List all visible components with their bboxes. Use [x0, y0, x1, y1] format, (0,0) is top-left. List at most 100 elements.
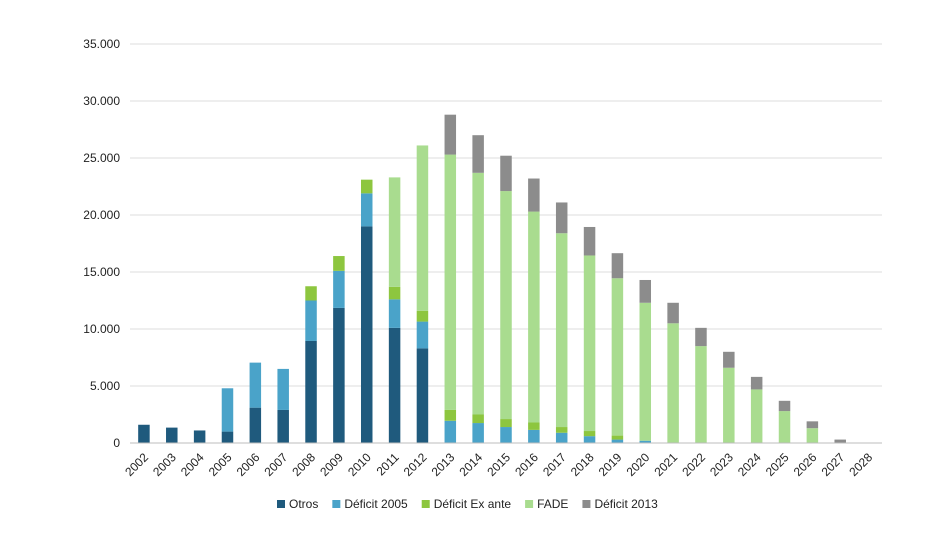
bar-segment — [444, 114, 457, 155]
x-tick-label: 2004 — [178, 450, 207, 479]
x-tick-label: 2003 — [150, 450, 179, 479]
bar-segment — [806, 421, 819, 429]
bar-segment — [750, 376, 763, 390]
x-tick-label: 2022 — [679, 450, 708, 479]
bar-segment — [388, 327, 401, 443]
x-tick-label: 2014 — [456, 450, 485, 479]
x-tick-label: 2007 — [262, 450, 291, 479]
bar-segment — [723, 351, 735, 368]
bar-segment — [723, 367, 735, 443]
legend-item: Déficit 2005 — [332, 497, 408, 511]
bar-segment — [138, 424, 150, 443]
bar-segment — [500, 155, 512, 192]
x-tick-label: 2023 — [707, 450, 736, 479]
x-tick-label: 2024 — [735, 450, 764, 479]
x-tick-label: 2005 — [206, 450, 235, 479]
legend-item: Déficit 2013 — [582, 497, 658, 511]
legend-item: Déficit Ex ante — [421, 497, 512, 511]
x-tick-label: 2018 — [568, 450, 597, 479]
bar-segment — [388, 177, 401, 287]
bar-segment — [277, 368, 289, 410]
bar-segment — [444, 420, 457, 443]
x-tick-label: 2013 — [429, 450, 458, 479]
bar-segment — [221, 431, 234, 443]
bar-segment — [444, 409, 457, 421]
bar-segment — [416, 310, 429, 322]
y-tick-label: 10.000 — [83, 322, 120, 336]
bar-segment — [416, 321, 429, 349]
x-tick-label: 2002 — [122, 450, 151, 479]
bars — [138, 114, 846, 443]
legend-swatch — [421, 500, 430, 508]
bar-segment — [500, 191, 512, 420]
bar-segment — [639, 279, 652, 303]
bar-segment — [667, 302, 679, 324]
bar-segment — [834, 439, 846, 443]
x-tick-label: 2028 — [846, 450, 875, 479]
y-axis-ticks: 0 5.000 10.000 15.000 20.000 25.000 30.000 35.0… — [83, 37, 120, 450]
y-tick-label: 20.000 — [83, 208, 120, 222]
x-tick-label: 2019 — [596, 450, 625, 479]
y-tick-label: 25.000 — [83, 151, 120, 165]
bar-segment — [667, 323, 679, 443]
bar-segment — [333, 256, 345, 271]
x-tick-label: 2006 — [234, 450, 263, 479]
bar-segment — [444, 154, 457, 410]
x-tick-label: 2012 — [401, 450, 430, 479]
bar-segment — [611, 278, 624, 436]
bar-segment — [806, 428, 819, 443]
legend-label: FADE — [537, 497, 568, 511]
bar-segment — [249, 362, 262, 408]
legend-label: Otros — [289, 497, 318, 511]
bar-segment — [778, 400, 791, 412]
bar-segment — [388, 286, 401, 300]
bar-segment — [472, 172, 484, 415]
legend: Otros Déficit 2005 Déficit Ex ante FADE Défi… — [277, 497, 658, 511]
bar-segment — [611, 253, 624, 279]
y-tick-label: 30.000 — [83, 94, 120, 108]
bar-segment — [639, 440, 652, 443]
legend-label: Déficit 2005 — [344, 497, 408, 511]
bar-segment — [555, 432, 568, 443]
bar-segment — [305, 286, 317, 301]
bar-segment — [528, 178, 540, 212]
bar-segment — [639, 302, 652, 441]
x-tick-label: 2020 — [624, 450, 653, 479]
bar-segment — [333, 270, 345, 308]
legend-item: FADE — [525, 497, 568, 511]
bar-segment — [695, 327, 707, 347]
x-tick-label: 2009 — [317, 450, 346, 479]
bar-segment — [388, 299, 401, 328]
x-tick-label: 2010 — [345, 450, 374, 479]
bar-segment — [333, 307, 345, 443]
bar-segment — [249, 407, 262, 443]
legend-label: Déficit Ex ante — [434, 497, 512, 511]
bar-segment — [500, 419, 512, 428]
x-tick-label: 2011 — [374, 450, 402, 478]
bar-segment — [472, 135, 484, 173]
y-tick-label: 35.000 — [83, 37, 120, 51]
x-tick-label: 2021 — [651, 450, 680, 479]
x-tick-label: 2017 — [540, 450, 569, 479]
bar-segment — [360, 193, 373, 227]
bar-segment — [166, 427, 178, 443]
bar-segment — [528, 429, 540, 443]
x-axis-ticks: 2002 2003 2004 2005 2006 2007 2008 2009 2010 2011… — [122, 450, 875, 479]
bar-segment — [416, 145, 429, 311]
bar-segment — [555, 427, 568, 433]
y-tick-label: 15.000 — [83, 265, 120, 279]
bar-segment — [583, 255, 596, 432]
bar-segment — [221, 388, 234, 432]
bar-segment — [583, 431, 596, 437]
x-tick-label: 2027 — [819, 450, 848, 479]
legend-label: Déficit 2013 — [594, 497, 658, 511]
x-tick-label: 2008 — [289, 450, 318, 479]
bar-segment — [305, 300, 317, 341]
bar-segment — [528, 422, 540, 430]
x-tick-label: 2015 — [484, 450, 513, 479]
legend-swatch — [277, 500, 285, 508]
y-tick-label: 0 — [113, 436, 120, 450]
y-tick-label: 5.000 — [90, 379, 120, 393]
bar-segment — [472, 423, 484, 443]
bar-segment — [277, 409, 289, 443]
